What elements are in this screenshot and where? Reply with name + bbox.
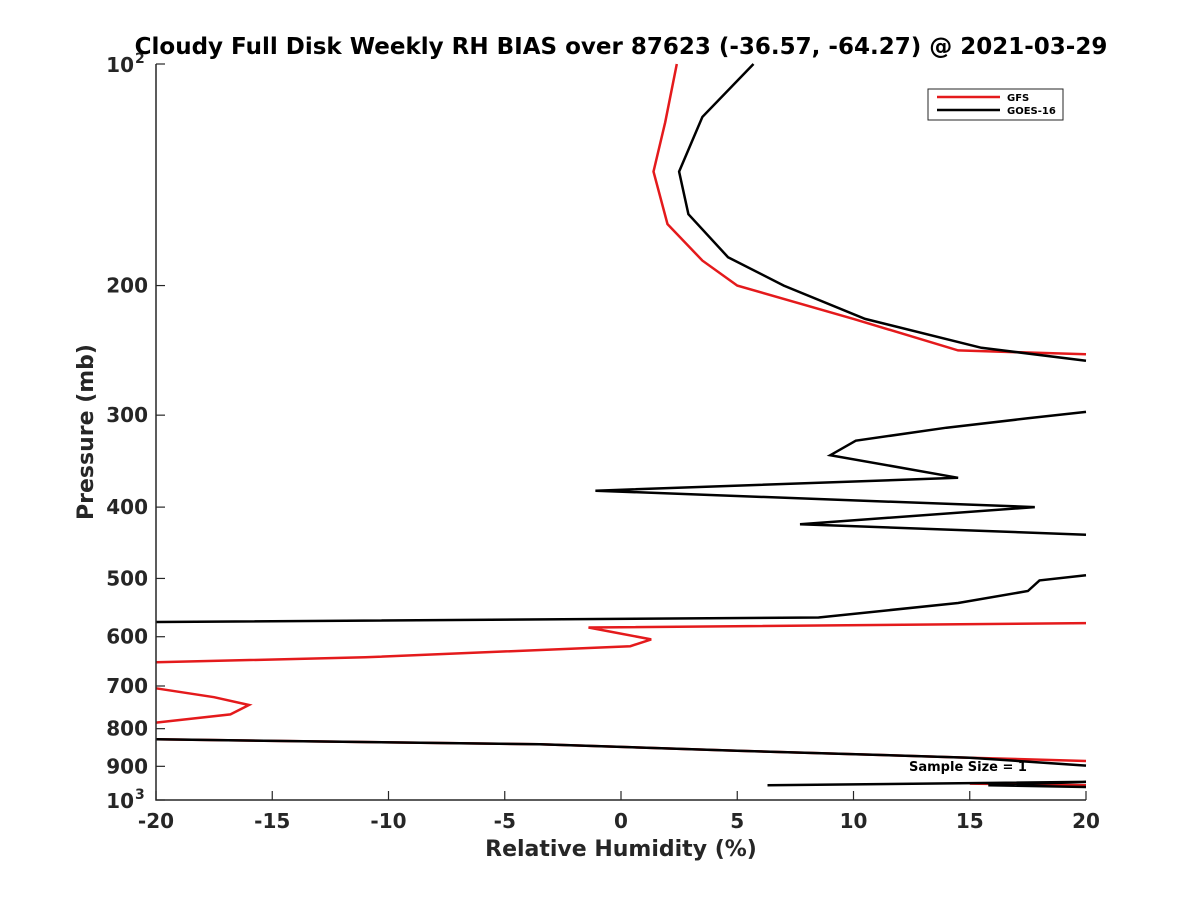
chart-title: Cloudy Full Disk Weekly RH BIAS over 876… — [135, 34, 1108, 60]
x-tick-label-4: 0 — [614, 809, 628, 833]
y-tick-label-0: 10 2 — [106, 51, 145, 77]
y-axis-label: Pressure (mb) — [74, 344, 99, 520]
y-tick-label-4: 500 — [106, 566, 148, 590]
legend-box — [927, 88, 1064, 121]
plot-area — [156, 64, 1086, 800]
x-tick-label-6: 10 — [840, 809, 868, 833]
x-axis-label: Relative Humidity (%) — [485, 837, 757, 862]
ticks-layer — [155, 63, 1087, 801]
x-tick-label-0: -20 — [138, 809, 174, 833]
series-goes-16 — [155, 63, 1087, 789]
x-tick-label-5: 5 — [730, 809, 744, 833]
line-gfs-segment-2 — [155, 687, 253, 724]
series-layer — [155, 63, 1087, 789]
y-tick-label-exp-0: 2 — [135, 51, 145, 67]
y-tick-label-1: 200 — [106, 274, 148, 298]
line-gfs-segment-1 — [155, 621, 1087, 664]
y-tick-label-5: 600 — [106, 625, 148, 649]
y-tick-label-7: 800 — [106, 717, 148, 741]
line-goes-16-segment-1 — [595, 410, 1087, 536]
x-tick-label-8: 20 — [1072, 809, 1100, 833]
legend-label-gfs: GFS — [1007, 93, 1029, 104]
y-tick-label-base-0: 10 — [106, 53, 134, 77]
legend: GFS GOES-16 — [927, 88, 1064, 121]
x-tick-label-1: -15 — [254, 809, 290, 833]
y-tick-label-exp-9: 3 — [135, 787, 145, 803]
y-tick-label-6: 700 — [106, 674, 148, 698]
line-goes-16-segment-4 — [767, 780, 1087, 789]
x-tick-label-7: 15 — [956, 809, 984, 833]
sample-size-annotation: Sample Size = 1 — [909, 760, 1027, 775]
line-goes-16-segment-3 — [155, 738, 1087, 767]
legend-label-goes-16: GOES-16 — [1007, 106, 1056, 117]
y-tick-label-2: 300 — [106, 403, 148, 427]
y-tick-label-3: 400 — [106, 495, 148, 519]
y-tick-label-9: 10 3 — [106, 787, 145, 813]
y-tick-label-base-9: 10 — [106, 789, 134, 813]
line-goes-16-segment-2 — [155, 573, 1087, 624]
line-goes-16-segment-0 — [677, 63, 1087, 362]
x-tick-label-2: -10 — [370, 809, 406, 833]
y-tick-label-8: 900 — [106, 754, 148, 778]
x-tick-label-3: -5 — [494, 809, 516, 833]
line-gfs-segment-0 — [652, 63, 1087, 356]
